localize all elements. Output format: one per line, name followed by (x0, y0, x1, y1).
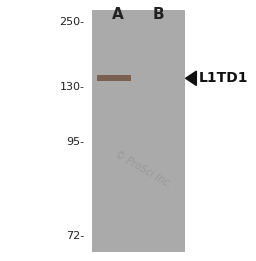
Text: 130-: 130- (59, 82, 84, 92)
Bar (97, 75, 131, 81)
Text: 72-: 72- (66, 231, 84, 241)
Text: B: B (153, 7, 165, 21)
Text: A: A (112, 7, 124, 21)
Text: © ProSci Inc.: © ProSci Inc. (113, 149, 174, 190)
Bar (92, 10, 184, 251)
Text: 95-: 95- (66, 137, 84, 147)
Text: 250-: 250- (59, 17, 84, 27)
Polygon shape (186, 71, 196, 85)
Text: L1TD1: L1TD1 (198, 71, 248, 85)
